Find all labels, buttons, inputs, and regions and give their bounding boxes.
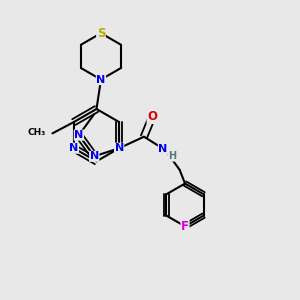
Text: O: O [147, 110, 157, 123]
Text: N: N [158, 144, 168, 154]
Text: N: N [74, 130, 83, 140]
Text: N: N [96, 75, 106, 85]
Text: F: F [181, 220, 189, 233]
Text: N: N [115, 143, 124, 153]
Text: S: S [97, 27, 105, 40]
Text: N: N [69, 143, 79, 153]
Text: N: N [90, 151, 99, 161]
Text: H: H [168, 151, 176, 161]
Text: CH₃: CH₃ [28, 128, 46, 137]
